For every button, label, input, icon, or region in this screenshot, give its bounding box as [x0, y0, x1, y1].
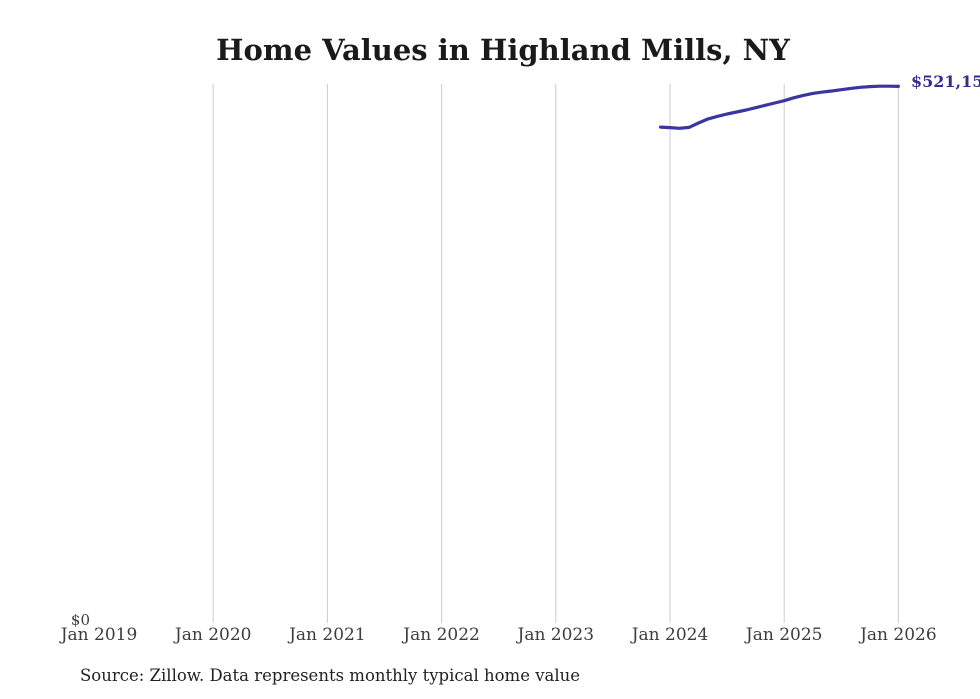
x-axis-label: Jan 2022 [403, 625, 480, 645]
latest-value-label: $521,155 [911, 72, 980, 91]
x-axis-label: Jan 2024 [631, 625, 709, 645]
x-axis-label: Jan 2020 [174, 625, 252, 645]
home-value-line [658, 84, 901, 130]
x-axis-label: Jan 2023 [517, 625, 595, 645]
y-axis-zero-label: $0 [70, 611, 90, 629]
x-axis-label: Jan 2021 [289, 625, 366, 645]
x-axis-label: Jan 2026 [860, 625, 937, 645]
x-axis-label: Jan 2025 [745, 625, 823, 645]
chart-title: Home Values in Highland Mills, NY [216, 33, 790, 67]
x-axis-label: Jan 2019 [60, 625, 138, 645]
source-note: Source: Zillow. Data represents monthly … [80, 666, 581, 685]
